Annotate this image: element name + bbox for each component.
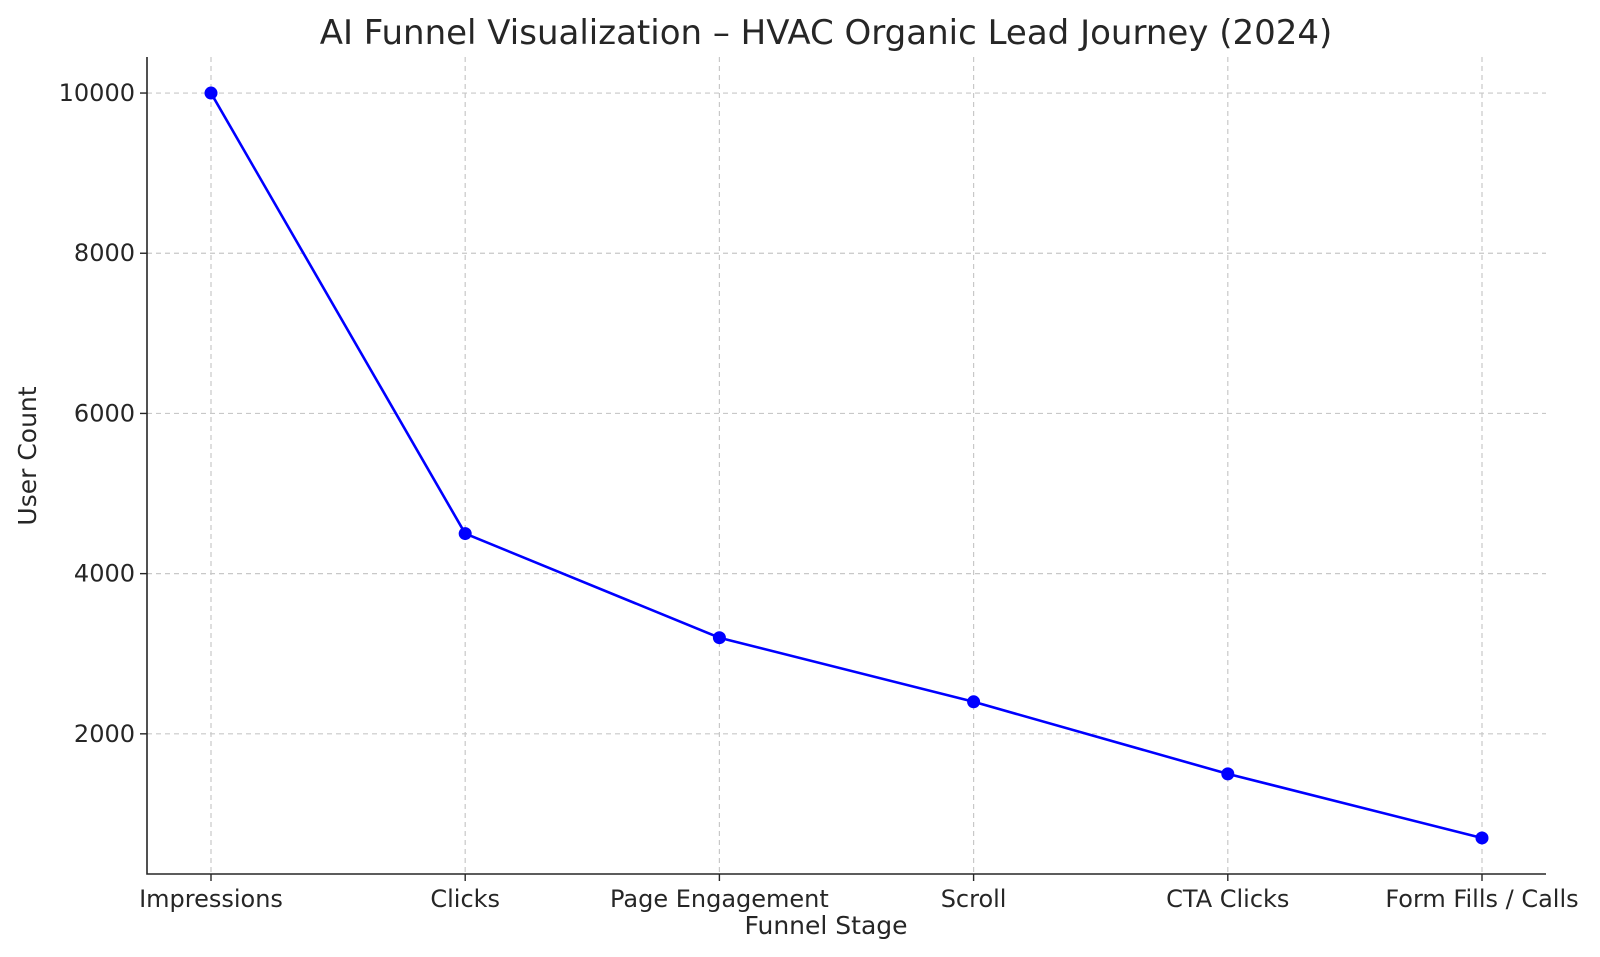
x-tick-label: Impressions <box>139 885 283 913</box>
y-tick-label: 8000 <box>74 239 135 267</box>
data-point-marker <box>458 527 472 541</box>
data-point-marker <box>1221 767 1235 781</box>
x-tick-label: Page Engagement <box>610 885 829 913</box>
y-tick-label: 2000 <box>74 720 135 748</box>
data-point-marker <box>204 86 218 100</box>
y-axis-ticks: 2000 4000 6000 8000 10000 <box>59 79 147 748</box>
y-tick-label: 4000 <box>74 560 135 588</box>
axes-frame <box>146 57 1546 875</box>
x-tick-label: Clicks <box>430 885 500 913</box>
y-tick-label: 6000 <box>74 399 135 427</box>
x-axis-ticks: Impressions Clicks Page Engagement Scroll CT… <box>139 874 1579 913</box>
x-tick-label: Form Fills / Calls <box>1385 885 1578 913</box>
x-tick-label: CTA Clicks <box>1166 885 1289 913</box>
x-tick-label: Scroll <box>941 885 1007 913</box>
series-layer <box>204 86 1489 845</box>
data-point-marker <box>1475 831 1489 845</box>
x-axis-label: Funnel Stage <box>744 911 907 940</box>
data-point-marker <box>967 695 981 709</box>
y-axis-label: User Count <box>13 386 42 525</box>
series-line <box>209 92 1483 840</box>
data-point-marker <box>712 631 726 645</box>
y-tick-label: 10000 <box>59 79 135 107</box>
grid-layer <box>147 57 1546 874</box>
chart-title: AI Funnel Visualization – HVAC Organic L… <box>320 13 1333 53</box>
